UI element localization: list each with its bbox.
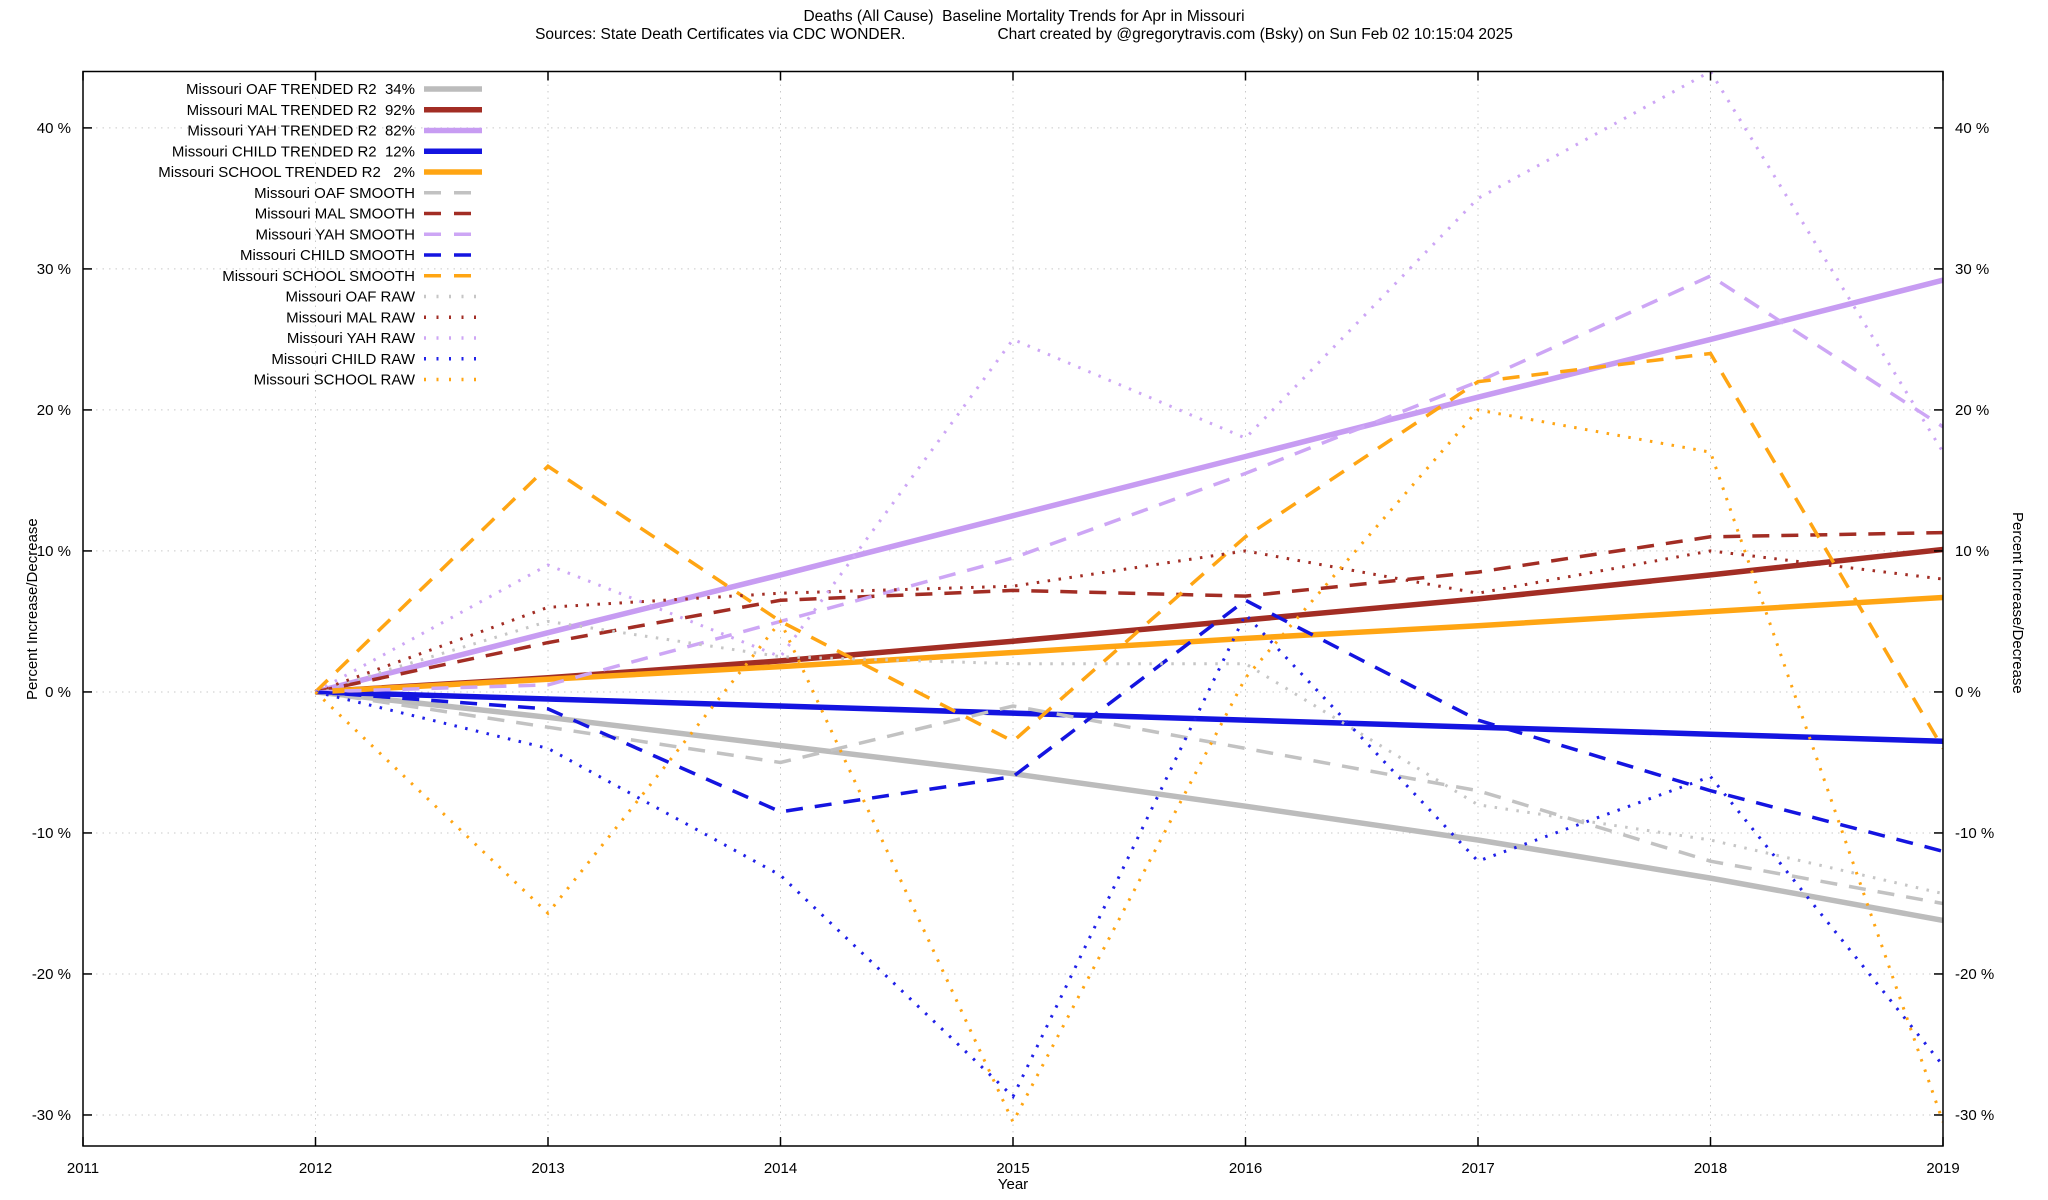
- series-line-yah-raw: [314, 71, 1943, 694]
- series-line-mal-smooth: [315, 530, 1943, 694]
- legend-entry-oaf-trended: Missouri OAF TRENDED R2 34%: [186, 81, 482, 98]
- legend-label: Missouri CHILD TRENDED R2 12%: [172, 143, 415, 160]
- y-tick-label-right: 0 %: [1955, 684, 1981, 701]
- y-tick-label-left: 30 %: [37, 261, 71, 278]
- legend-label: Missouri YAH TRENDED R2 82%: [187, 123, 415, 140]
- series-line-oaf-raw: [315, 619, 1943, 896]
- y-tick-label-right: 10 %: [1955, 543, 1989, 560]
- tick-labels: -30 % -30 % -20 % -20 % -10 % -10 % 0 % 0 % 10 %…: [32, 120, 1994, 1177]
- x-tick-label: 2012: [299, 1160, 332, 1177]
- x-tick-label: 2017: [1461, 1160, 1494, 1177]
- subtitle-credit: Chart created by @gregorytravis.com (Bsk…: [997, 26, 1513, 43]
- page-title: Deaths (All Cause) Baseline Mortality Tr…: [803, 8, 1245, 25]
- y-tick-label-left: 40 %: [37, 120, 71, 137]
- x-tick-label: 2018: [1694, 1160, 1727, 1177]
- legend-entry-oaf-smooth: Missouri OAF SMOOTH: [254, 185, 482, 202]
- y-tick-label-right: 30 %: [1955, 261, 1989, 278]
- legend-entry-yah-smooth: Missouri YAH SMOOTH: [256, 226, 482, 243]
- series-line-school-smooth: [314, 351, 1943, 750]
- x-axis-label: Year: [997, 1176, 1029, 1193]
- legend-label: Missouri SCHOOL RAW: [254, 372, 416, 389]
- legend: Missouri OAF TRENDED R2 34% Missouri MAL …: [158, 81, 482, 389]
- series-line-child-raw: [315, 611, 1943, 1100]
- legend-label: Missouri YAH RAW: [287, 330, 416, 347]
- legend-label: Missouri MAL TRENDED R2 92%: [187, 102, 415, 119]
- series-line-child-smooth: [315, 598, 1943, 853]
- series-group: [314, 71, 1943, 1126]
- x-tick-label: 2013: [531, 1160, 564, 1177]
- legend-entry-yah-trended: Missouri YAH TRENDED R2 82%: [187, 123, 482, 140]
- legend-label: Missouri SCHOOL SMOOTH: [222, 268, 415, 285]
- series-line-oaf-smooth: [315, 690, 1943, 906]
- legend-label: Missouri MAL SMOOTH: [255, 206, 415, 223]
- y-tick-label-left: -10 %: [32, 825, 71, 842]
- y-tick-label-left: 20 %: [37, 402, 71, 419]
- page-subtitle: Sources: State Death Certificates via CD…: [0, 26, 2048, 44]
- x-tick-label: 2011: [67, 1160, 99, 1177]
- series-line-school-raw: [314, 408, 1943, 1126]
- series-line-yah-trended: [314, 277, 1943, 695]
- legend-entry-school-smooth: Missouri SCHOOL SMOOTH: [222, 268, 482, 285]
- y-tick-label-right: -10 %: [1955, 825, 1994, 842]
- series-line-yah-smooth: [315, 274, 1943, 694]
- x-tick-label: 2016: [1229, 1160, 1262, 1177]
- legend-entry-mal-smooth: Missouri MAL SMOOTH: [255, 206, 482, 223]
- axis-ticks: [82, 71, 1944, 1146]
- y-tick-label-left: -20 %: [32, 966, 71, 983]
- legend-entry-child-smooth: Missouri CHILD SMOOTH: [240, 247, 482, 264]
- legend-entry-mal-trended: Missouri MAL TRENDED R2 92%: [187, 102, 482, 119]
- subtitle-source: Sources: State Death Certificates via CD…: [535, 26, 906, 43]
- series-line-mal-raw: [314, 549, 1943, 694]
- series-line-oaf-trended: [315, 689, 1943, 924]
- x-tick-label: 2015: [996, 1160, 1029, 1177]
- legend-label: Missouri SCHOOL TRENDED R2 2%: [158, 164, 415, 181]
- series-line-mal-trended: [315, 546, 1943, 695]
- legend-entry-mal-raw: Missouri MAL RAW: [286, 309, 482, 326]
- y-tick-label-right: 20 %: [1955, 402, 1989, 419]
- x-tick-label: 2014: [764, 1160, 797, 1177]
- y-tick-label-right: -20 %: [1955, 966, 1994, 983]
- legend-label: Missouri MAL RAW: [286, 309, 416, 326]
- y-tick-label-left: 0 %: [45, 684, 71, 701]
- legend-label: Missouri YAH SMOOTH: [256, 226, 415, 243]
- legend-label: Missouri CHILD SMOOTH: [240, 247, 415, 264]
- series-line-school-trended: [315, 594, 1943, 695]
- y-tick-label-right: -30 %: [1955, 1107, 1994, 1124]
- legend-label: Missouri CHILD RAW: [271, 351, 415, 368]
- y-tick-label-left: -30 %: [32, 1107, 71, 1124]
- legend-entry-yah-raw: Missouri YAH RAW: [287, 330, 482, 347]
- legend-entry-school-raw: Missouri SCHOOL RAW: [254, 372, 482, 389]
- series-line-child-trended: [315, 689, 1943, 745]
- legend-label: Missouri OAF TRENDED R2 34%: [186, 81, 415, 98]
- legend-entry-oaf-raw: Missouri OAF RAW: [286, 289, 482, 306]
- legend-label: Missouri OAF RAW: [286, 289, 416, 306]
- legend-entry-school-trended: Missouri SCHOOL TRENDED R2 2%: [158, 164, 482, 181]
- legend-entry-child-raw: Missouri CHILD RAW: [271, 351, 482, 368]
- y-tick-label-right: 40 %: [1955, 120, 1989, 137]
- x-tick-label: 2019: [1926, 1160, 1959, 1177]
- legend-label: Missouri OAF SMOOTH: [254, 185, 415, 202]
- y-tick-label-left: 10 %: [37, 543, 71, 560]
- legend-entry-child-trended: Missouri CHILD TRENDED R2 12%: [172, 143, 482, 160]
- grid-lines: [83, 71, 1943, 1146]
